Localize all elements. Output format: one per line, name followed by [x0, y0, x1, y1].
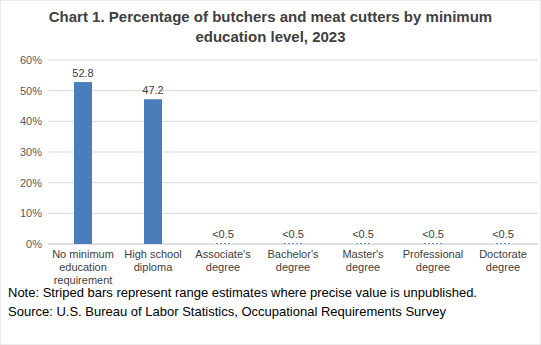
x-tick-label: High schooldiploma	[124, 248, 181, 273]
bar	[74, 82, 92, 244]
x-tick-label: Bachelor'sdegree	[267, 248, 319, 273]
y-tick-label: 40%	[20, 115, 42, 127]
data-label: <0.5	[422, 228, 444, 240]
x-tick-label: No minimumeducationrequirement	[52, 248, 114, 286]
grid-line	[48, 182, 538, 183]
grid-line	[48, 121, 538, 122]
axis-line	[48, 244, 538, 245]
annotation: Source: U.S. Bureau of Labor Statistics,…	[8, 304, 446, 319]
bar	[144, 99, 162, 244]
text-line: No minimum	[52, 248, 114, 260]
data-label: <0.5	[492, 228, 514, 240]
y-tick-label: 30%	[20, 146, 42, 158]
bar	[494, 243, 512, 244]
data-label: 52.8	[72, 67, 93, 79]
data-label: <0.5	[212, 228, 234, 240]
text-line: degree	[276, 261, 310, 273]
chart: Chart 1. Percentage of butchers and meat…	[0, 0, 541, 345]
text-line: Master's	[342, 248, 384, 260]
text-line: education level, 2023	[195, 28, 345, 45]
bar	[354, 243, 372, 244]
annotation: Note: Striped bars represent range estim…	[8, 285, 477, 300]
text-line: degree	[486, 261, 520, 273]
data-label: 47.2	[142, 84, 163, 96]
bar	[424, 243, 442, 244]
text-line: High school	[124, 248, 181, 260]
text-line: degree	[346, 261, 380, 273]
x-tick-label: Associate'sdegree	[195, 248, 251, 273]
bars	[74, 82, 512, 244]
text-line: degree	[206, 261, 240, 273]
bar	[214, 243, 232, 244]
text-line: Associate's	[195, 248, 251, 260]
grid-line	[48, 213, 538, 214]
y-tick-label: 50%	[20, 85, 42, 97]
y-tick-label: 60%	[20, 54, 42, 66]
title: Chart 1. Percentage of butchers and meat…	[49, 8, 492, 45]
text-line: degree	[416, 261, 450, 273]
text-line: Doctorate	[479, 248, 527, 260]
text-line: education	[59, 261, 107, 273]
bar	[284, 243, 302, 244]
y-tick-label: 20%	[20, 177, 42, 189]
data-label: <0.5	[282, 228, 304, 240]
x-tick-label: Doctoratedegree	[479, 248, 527, 273]
grid-line	[48, 152, 538, 153]
text-line: diploma	[134, 261, 173, 273]
x-tick-label: Master'sdegree	[342, 248, 384, 273]
grid-line	[48, 60, 538, 61]
y-tick-label: 0%	[26, 238, 42, 250]
text-line: Chart 1. Percentage of butchers and meat…	[49, 8, 492, 25]
grid-line	[48, 90, 538, 91]
text-line: Bachelor's	[267, 248, 319, 260]
data-label: <0.5	[352, 228, 374, 240]
text-line: Professional	[403, 248, 464, 260]
background	[0, 0, 541, 345]
y-tick-label: 10%	[20, 207, 42, 219]
x-tick-label: Professionaldegree	[403, 248, 464, 273]
